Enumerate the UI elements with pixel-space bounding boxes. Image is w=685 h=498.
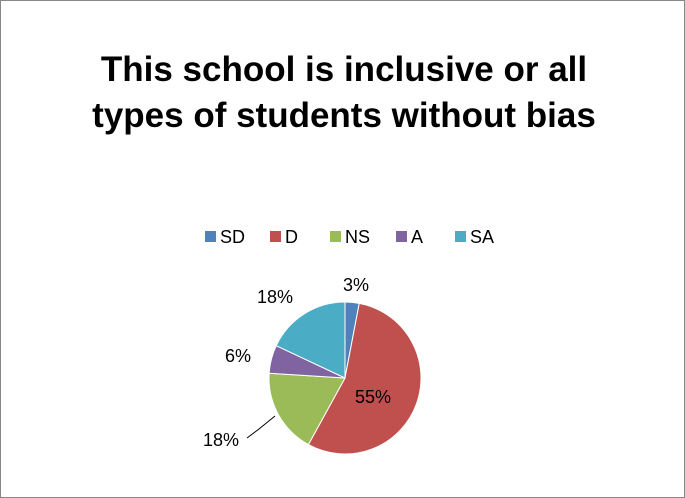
data-label: 6% — [225, 346, 251, 366]
leader-line — [246, 415, 276, 439]
legend-label: SD — [220, 227, 245, 247]
legend-swatch — [330, 231, 341, 242]
pie-slice — [268, 372, 346, 446]
legend-label: SA — [470, 227, 494, 247]
pie-slice — [275, 301, 346, 379]
legend-swatch — [396, 231, 407, 242]
data-label: 55% — [355, 387, 391, 407]
chart-title: This school is inclusive or all types of… — [92, 50, 596, 135]
legend-swatch — [455, 231, 466, 242]
data-label: 18% — [257, 287, 293, 307]
data-label: 18% — [203, 430, 239, 450]
data-label: 3% — [343, 275, 369, 295]
legend-swatch — [270, 231, 281, 242]
legend-swatch — [205, 231, 216, 242]
legend-label: D — [285, 227, 298, 247]
legend-label: NS — [345, 227, 370, 247]
pie-slice — [307, 302, 422, 455]
legend-label: A — [411, 227, 423, 247]
